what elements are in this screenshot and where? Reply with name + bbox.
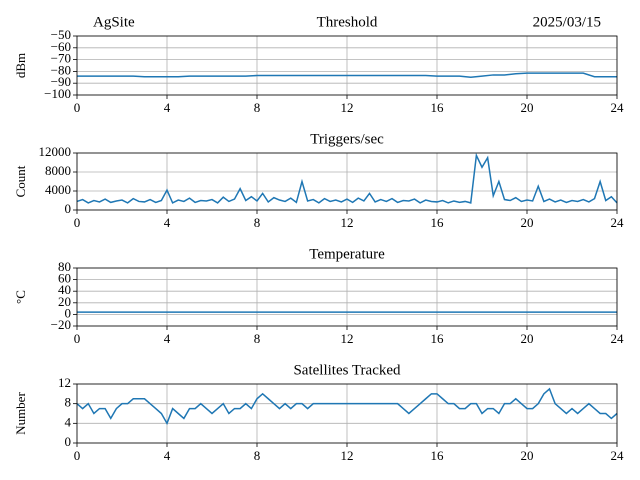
x-tick-label: 20 xyxy=(521,448,534,463)
right-title: 2025/03/15 xyxy=(533,14,601,30)
x-tick-label: 4 xyxy=(164,100,171,115)
y-tick-label: 0 xyxy=(65,201,72,216)
x-tick-label: 0 xyxy=(74,331,81,346)
data-line xyxy=(76,387,618,426)
y-tick-label: 4 xyxy=(65,414,72,429)
y-tick-label: 12000 xyxy=(39,144,72,159)
y-tick-label: −50 xyxy=(51,27,71,42)
x-tick-label: 8 xyxy=(254,331,261,346)
x-tick-label: 16 xyxy=(431,100,445,115)
x-tick-label: 4 xyxy=(164,215,171,230)
axes-frame xyxy=(76,35,618,96)
x-tick-label: 16 xyxy=(431,448,445,463)
y-tick-label: 0 xyxy=(65,434,72,449)
x-tick-label: 16 xyxy=(431,331,445,346)
y-axis-label: Number xyxy=(13,392,28,435)
chart-title: Triggers/sec xyxy=(310,131,384,147)
y-tick-label: −80 xyxy=(51,62,71,77)
y-tick-label: 20 xyxy=(58,294,71,309)
y-tick-label: −20 xyxy=(51,317,71,332)
y-tick-label: 4000 xyxy=(45,182,71,197)
x-tick-label: 8 xyxy=(254,448,261,463)
axes-frame xyxy=(76,267,618,327)
x-tick-label: 12 xyxy=(341,100,354,115)
x-tick-label: 0 xyxy=(74,448,81,463)
y-tick-label: 8 xyxy=(65,395,72,410)
left-title: AgSite xyxy=(93,14,135,30)
x-tick-label: 4 xyxy=(164,448,171,463)
axes-frame xyxy=(76,383,618,444)
x-tick-label: 8 xyxy=(254,215,261,230)
y-tick-label: 40 xyxy=(58,282,71,297)
data-line xyxy=(76,152,618,204)
y-axis-label: dBm xyxy=(13,53,28,78)
y-tick-label: −100 xyxy=(44,86,71,101)
y-axis-label: °C xyxy=(13,290,28,304)
x-tick-label: 20 xyxy=(521,100,534,115)
chart-title: Temperature xyxy=(309,246,385,262)
x-tick-label: 4 xyxy=(164,331,171,346)
y-tick-label: 80 xyxy=(58,259,71,274)
x-tick-label: 12 xyxy=(341,331,354,346)
x-tick-label: 16 xyxy=(431,215,445,230)
y-tick-label: 0 xyxy=(65,305,72,320)
x-tick-label: 20 xyxy=(521,215,534,230)
y-tick-label: −70 xyxy=(51,51,71,66)
x-tick-label: 24 xyxy=(611,331,625,346)
chart-title: Satellites Tracked xyxy=(293,362,401,378)
chart-title: Threshold xyxy=(317,14,378,30)
x-tick-label: 12 xyxy=(341,448,354,463)
x-tick-label: 24 xyxy=(611,100,625,115)
x-tick-label: 8 xyxy=(254,100,261,115)
x-tick-label: 12 xyxy=(341,215,354,230)
x-tick-label: 20 xyxy=(521,331,534,346)
x-tick-label: 24 xyxy=(611,448,625,463)
y-tick-label: −90 xyxy=(51,74,71,89)
data-line xyxy=(77,72,617,79)
x-tick-label: 0 xyxy=(74,215,81,230)
y-tick-label: 12 xyxy=(58,375,71,390)
y-tick-label: 60 xyxy=(58,271,71,286)
y-tick-label: −60 xyxy=(51,39,71,54)
x-tick-label: 24 xyxy=(611,215,625,230)
y-tick-label: 8000 xyxy=(45,163,71,178)
x-tick-label: 0 xyxy=(74,100,81,115)
y-axis-label: Count xyxy=(13,165,28,197)
axes-frame xyxy=(76,152,618,211)
